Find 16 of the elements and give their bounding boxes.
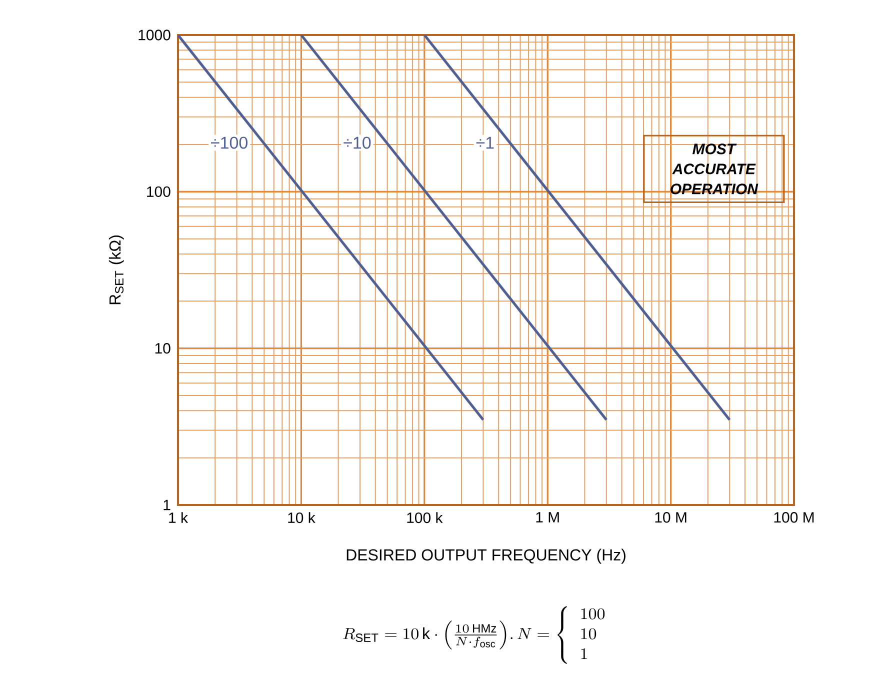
- x-tick-label: 10 k: [288, 512, 316, 524]
- x-tick-label: 100 M: [774, 512, 814, 523]
- y-tick-label: 1: [164, 500, 170, 510]
- series-label: ÷1: [476, 136, 494, 149]
- y-tick-label: 1000: [138, 30, 170, 40]
- series-label: ÷100: [211, 136, 248, 149]
- y-tick-label: 100: [147, 186, 170, 197]
- x-tick-label: 1 k: [169, 512, 188, 523]
- x-tick-label: 10 M: [655, 512, 686, 523]
- x-tick-label: 1 M: [536, 512, 559, 522]
- series-label: ÷10: [344, 136, 371, 149]
- y-tick-label: 10: [155, 343, 170, 354]
- x-tick-label: 100 k: [407, 512, 443, 524]
- x-axis-title: DESIRED OUTPUT FREQUENCY (Hz): [346, 548, 626, 564]
- y-axis-title: R$_{SET}$ (kΩ): [108, 236, 124, 304]
- text: $R_{\mathrm{SET}} = 10\,\mathrm{k}\cdot\left(\frac{10\,\mathrm{HMz}}{N\cdot f_{\mathrm{osc}}}\right)\!.\,N = \left\{\begin{array}{l}100\\ 10\\ 1\end{array}\right.$: [343, 606, 605, 664]
